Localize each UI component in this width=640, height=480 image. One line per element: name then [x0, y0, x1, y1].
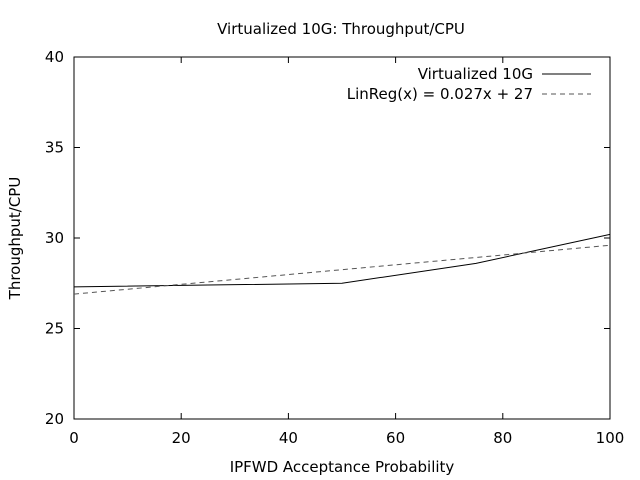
x-tick-label: 80 — [493, 429, 512, 447]
y-axis-label: Throughput/CPU — [6, 177, 24, 301]
y-tick-label: 35 — [45, 139, 64, 157]
legend: Virtualized 10G LinReg(x) = 0.027x + 27 — [347, 65, 591, 103]
x-tick-label: 0 — [69, 429, 79, 447]
chart-title: Virtualized 10G: Throughput/CPU — [217, 20, 465, 38]
x-axis-label: IPFWD Acceptance Probability — [230, 458, 455, 476]
x-tick-label: 60 — [386, 429, 405, 447]
y-tick-label: 40 — [45, 48, 64, 66]
legend-label-1: LinReg(x) = 0.027x + 27 — [347, 85, 533, 103]
series-line-1 — [73, 244, 611, 295]
y-tick-label: 25 — [45, 320, 64, 338]
legend-label-0: Virtualized 10G — [418, 65, 533, 83]
x-tick-label: 20 — [172, 429, 191, 447]
y-tick-label: 30 — [45, 229, 64, 247]
plot-frame — [73, 56, 611, 420]
series-group — [73, 233, 611, 295]
x-tick-label: 40 — [279, 429, 298, 447]
x-tick-label: 100 — [596, 429, 625, 447]
axis-ticks: 0 20 40 60 80 100 20 25 30 35 40 — [45, 48, 624, 447]
y-tick-label: 20 — [45, 410, 64, 428]
series-line-0 — [73, 233, 611, 288]
